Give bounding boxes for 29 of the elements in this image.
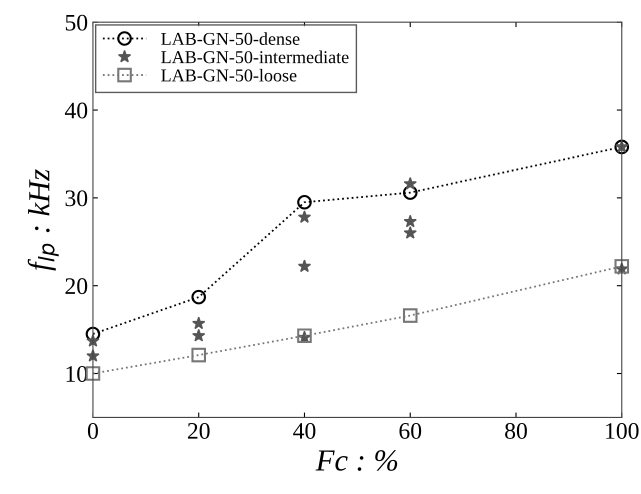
x-tick-label: 40 — [293, 422, 316, 439]
y-tick-label: 40 — [64, 102, 88, 118]
y-tick-label: 50 — [66, 14, 88, 31]
point — [191, 290, 206, 304]
x-axis-title: Fc : % — [316, 450, 398, 471]
x-tick-label: 100 — [606, 422, 639, 439]
point — [298, 210, 312, 223]
x-tick-label: 60 — [399, 422, 422, 439]
point — [192, 328, 206, 342]
point — [402, 308, 418, 323]
legend-label: LAB-GN-50-loose — [161, 68, 296, 82]
point — [404, 214, 417, 228]
point — [191, 348, 206, 362]
y-tick-label: 30 — [66, 190, 88, 206]
point — [402, 185, 418, 200]
point — [404, 176, 417, 190]
legend-label: LAB-GN-50-dense — [161, 32, 300, 45]
y-axis-title: f$_{lp}$ : kHz — [28, 169, 59, 271]
legend-label: LAB-GN-50-intermediate — [161, 50, 349, 64]
x-tick-label: 80 — [505, 422, 527, 439]
x-tick-label: 20 — [188, 422, 210, 439]
point — [614, 259, 630, 274]
point — [192, 316, 206, 330]
point — [404, 226, 417, 239]
y-tick-label: 20 — [66, 278, 88, 294]
x-tick-label: 0 — [88, 422, 98, 439]
point — [297, 194, 312, 210]
point — [86, 366, 100, 381]
point — [298, 259, 312, 272]
